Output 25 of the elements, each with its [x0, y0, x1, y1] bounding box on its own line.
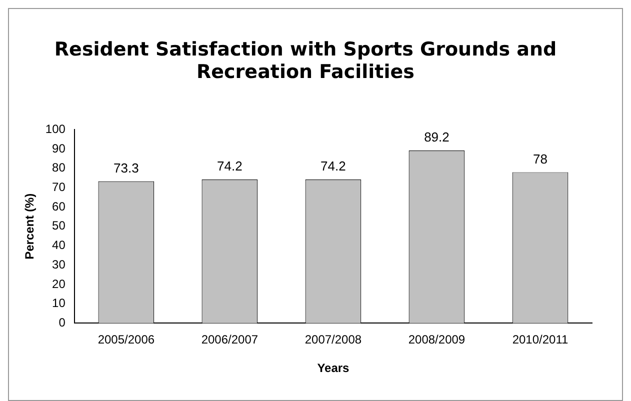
- data-label: 78: [533, 151, 548, 166]
- y-tick-label: 30: [52, 257, 66, 272]
- data-label: 74.2: [320, 158, 346, 174]
- y-tick-label: 10: [52, 296, 66, 310]
- y-tick-label: 60: [52, 199, 66, 214]
- y-tick-label: 90: [52, 141, 66, 156]
- data-label: 89.2: [424, 130, 450, 145]
- x-tick-label: 2007/2008: [304, 332, 362, 347]
- x-tick-label: 2008/2009: [408, 332, 466, 347]
- y-tick-label: 40: [52, 238, 66, 252]
- y-tick-label: 50: [52, 218, 66, 233]
- text: Resident Satisfaction with Sports Grounds and: [54, 38, 557, 60]
- data-label: 74.2: [217, 158, 242, 174]
- data-label: 73.3: [114, 160, 139, 176]
- y-tick-label: 80: [52, 160, 66, 175]
- text: Recreation Facilities: [196, 61, 414, 84]
- x-tick-label: 2006/2007: [201, 332, 258, 347]
- y-tick-label: 70: [52, 180, 66, 194]
- x-tick-label: 2010/2011: [512, 332, 568, 347]
- x-axis-title: Years: [317, 361, 350, 376]
- y-tick-label: 0: [58, 316, 66, 330]
- y-tick-label: 100: [45, 122, 66, 136]
- x-tick-label: 2005/2006: [98, 332, 155, 347]
- y-axis-title: Percent (%): [22, 193, 37, 260]
- y-tick-label: 20: [52, 276, 66, 291]
